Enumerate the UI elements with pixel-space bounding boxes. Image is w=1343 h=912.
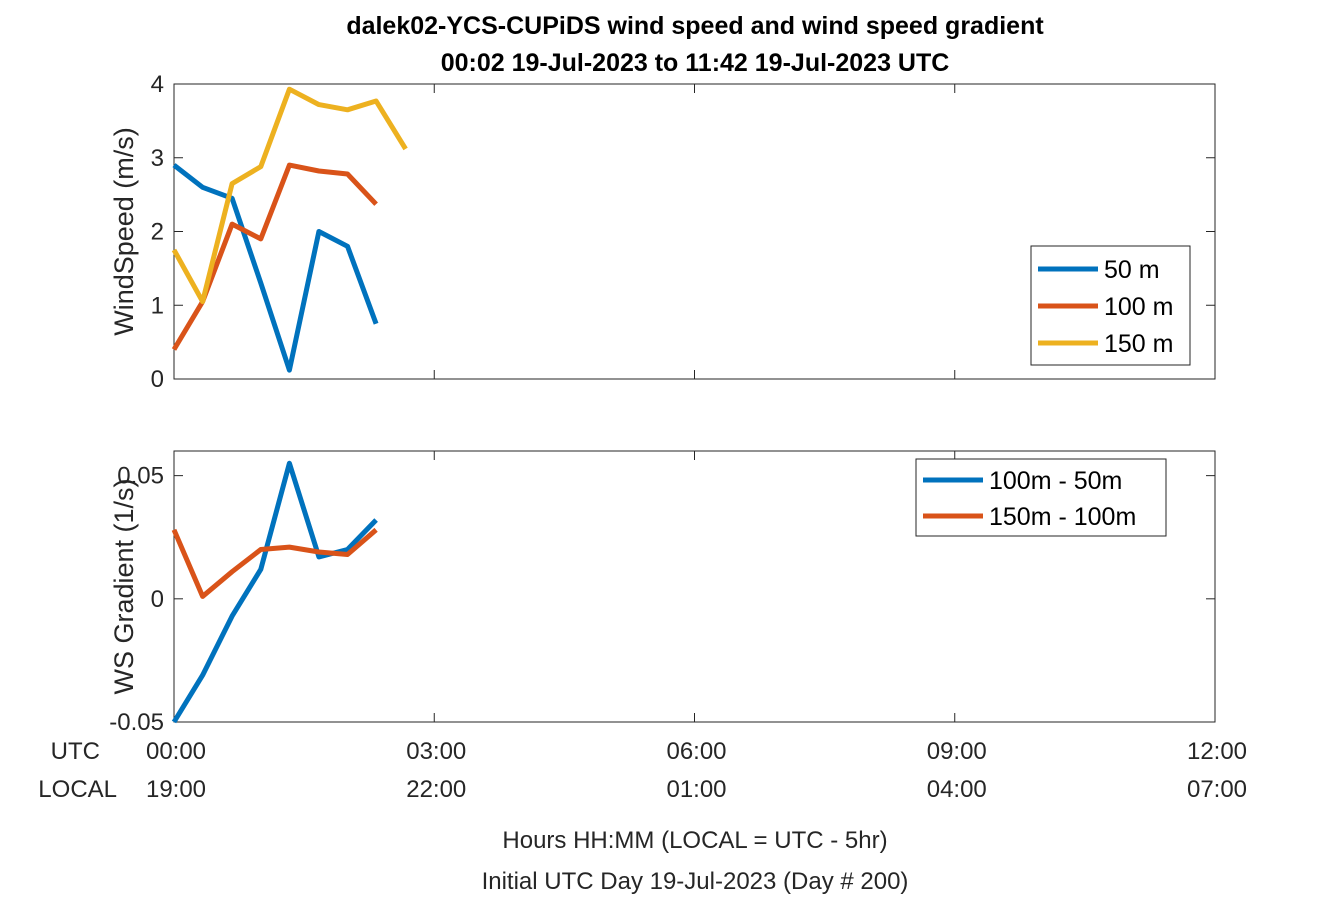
y-tick-label: 0.05 [117, 463, 164, 490]
x-tick-label-local: 19:00 [146, 776, 206, 803]
x-axis-label-line2: Initial UTC Day 19-Jul-2023 (Day # 200) [482, 868, 909, 895]
legend-label: 100m - 50m [989, 467, 1122, 495]
x-tick-label-local: 22:00 [406, 776, 466, 803]
y-tick-label: 4 [151, 71, 164, 98]
y-axis-label: WindSpeed (m/s) [109, 127, 139, 336]
series-line-150m-100m [171, 527, 378, 599]
x-tick-label-utc: 09:00 [927, 738, 987, 765]
y-tick-label: -0.05 [109, 709, 164, 736]
x-tick-labels: 00:00 19:00 03:00 22:00 06:00 01:00 09:00 04:00… [146, 738, 1247, 803]
x-tick-label-local: 01:00 [666, 776, 726, 803]
x-axis-label-line1: Hours HH:MM (LOCAL = UTC - 5hr) [502, 827, 887, 854]
series-line-100m-50m [171, 460, 378, 724]
chart-title-line1: dalek02-YCS-CUPiDS wind speed and wind s… [346, 12, 1044, 40]
wind-speed-panel: 0 1 2 3 4 WindSpeed (m/s) 50 m 100 m 150 m [109, 71, 1216, 393]
y-tick-label: 2 [151, 219, 164, 246]
chart-title-line2: 00:02 19-Jul-2023 to 11:42 19-Jul-2023 U… [441, 49, 950, 77]
legend: 50 m 100 m 150 m [1030, 245, 1191, 366]
x-tick-label-local: 04:00 [927, 776, 987, 803]
legend: 100m - 50m 150m - 100m [915, 458, 1167, 537]
y-tick-label: 0 [151, 586, 164, 613]
legend-label: 50 m [1104, 256, 1160, 284]
x-tick-label-utc: 03:00 [406, 738, 466, 765]
y-tick-label: 0 [151, 366, 164, 393]
series-line-150m [171, 86, 408, 305]
legend-label: 100 m [1104, 293, 1173, 321]
y-tick-label: 3 [151, 145, 164, 172]
y-axis-label: WS Gradient (1/s) [109, 478, 139, 694]
legend-label: 150 m [1104, 330, 1173, 358]
series-line-50m [172, 163, 379, 373]
x-tick-label-utc: 00:00 [146, 738, 206, 765]
legend-box [915, 458, 1167, 537]
x-tick-label-local: 07:00 [1187, 776, 1247, 803]
y-tick-label: 1 [151, 292, 164, 319]
legend-label: 150m - 100m [989, 503, 1136, 531]
x-tick-label-utc: 06:00 [666, 738, 726, 765]
local-row-label: LOCAL [38, 776, 117, 803]
utc-row-label: UTC [51, 738, 100, 765]
x-tick-label-utc: 12:00 [1187, 738, 1247, 765]
